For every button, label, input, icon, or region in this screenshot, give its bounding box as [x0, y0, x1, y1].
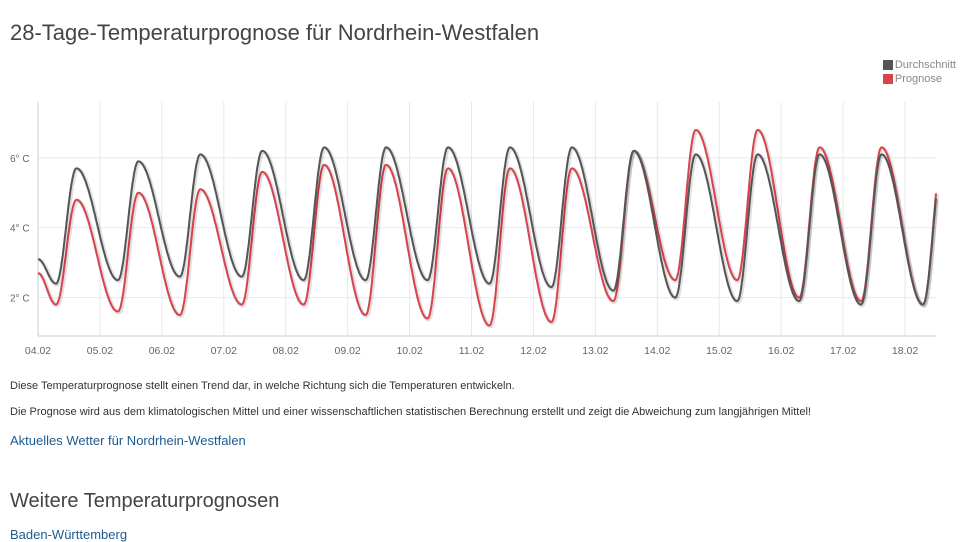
x-tick-label: 05.02: [87, 345, 113, 357]
region-link-baden-wuerttemberg[interactable]: Baden-Württemberg: [10, 527, 128, 542]
x-tick-label: 08.02: [273, 345, 299, 357]
legend-label-average: Durchschnitt: [894, 59, 956, 71]
legend-swatch-forecast: [882, 74, 893, 84]
series-line-durchschnitt: [37, 146, 937, 306]
y-tick-label: 6° C: [10, 154, 30, 165]
x-tick-label: 17.02: [830, 345, 856, 357]
x-tick-label: 12.02: [520, 345, 546, 357]
x-tick-label: 11.02: [459, 345, 485, 357]
current-weather-link[interactable]: Aktuelles Wetter für Nordrhein-Westfalen: [10, 433, 246, 448]
temperature-chart: 2° C 4° C 6° C 04.02 05.02 06.02 07.02 08.02 09.…: [10, 102, 939, 357]
legend-swatch-average: [882, 60, 893, 70]
x-tick-label: 18.02: [892, 345, 918, 357]
legend-item-forecast[interactable]: Prognose: [882, 72, 956, 86]
x-tick-label: 07.02: [211, 345, 237, 357]
description-method: Die Prognose wird aus dem klimatologisch…: [10, 406, 811, 418]
x-tick-label: 13.02: [582, 345, 608, 357]
y-tick-label: 2° C: [10, 294, 30, 305]
page-title: 28-Tage-Temperaturprognose für Nordrhein…: [10, 20, 540, 45]
x-tick-label: 04.02: [25, 345, 51, 357]
series-line-prognose: [37, 129, 937, 327]
description-trend: Diese Temperaturprognose stellt einen Tr…: [10, 380, 515, 392]
chart-legend: Durchschnitt Prognose: [882, 58, 956, 86]
x-tick-label: 14.02: [644, 345, 670, 357]
legend-item-average[interactable]: Durchschnitt: [882, 58, 956, 72]
more-forecasts-heading: Weitere Temperaturprognosen: [10, 490, 280, 512]
x-tick-label: 06.02: [149, 345, 175, 357]
x-tick-label: 10.02: [396, 345, 422, 357]
x-tick-label: 15.02: [706, 345, 732, 357]
x-tick-label: 16.02: [768, 345, 794, 357]
legend-label-forecast: Prognose: [894, 73, 942, 85]
x-tick-label: 09.02: [335, 345, 361, 357]
y-tick-label: 4° C: [10, 224, 30, 235]
